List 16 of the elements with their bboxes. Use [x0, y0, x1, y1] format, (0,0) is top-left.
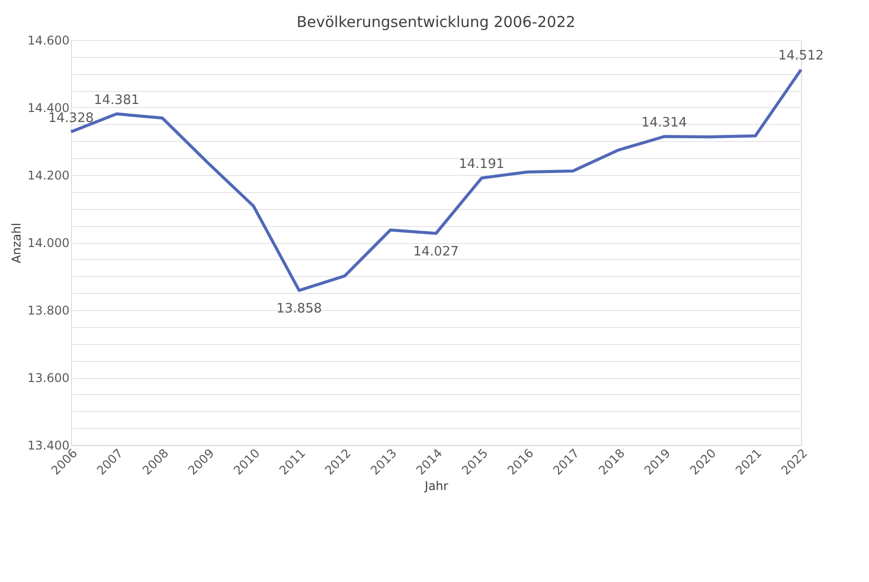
- data-label: 14.381: [94, 92, 140, 108]
- x-axis-title: Jahr: [424, 478, 448, 493]
- data-label: 14.191: [458, 157, 504, 172]
- y-tick-label: 14.600: [28, 34, 70, 48]
- data-label: 13.858: [276, 301, 322, 316]
- y-tick-label: 14.000: [28, 236, 70, 250]
- data-label: 14.027: [413, 244, 459, 260]
- chart-title: Bevölkerungsentwicklung 2006-2022: [296, 13, 576, 31]
- y-tick-label: 14.200: [28, 168, 70, 182]
- y-tick-label: 13.400: [28, 438, 70, 452]
- data-label: 14.512: [778, 48, 824, 64]
- y-tick-label: 13.800: [28, 304, 70, 318]
- data-label: 14.314: [641, 116, 687, 131]
- y-tick-label: 13.600: [28, 371, 70, 385]
- data-label: 14.328: [48, 110, 94, 126]
- y-axis-title: Anzahl: [10, 222, 24, 264]
